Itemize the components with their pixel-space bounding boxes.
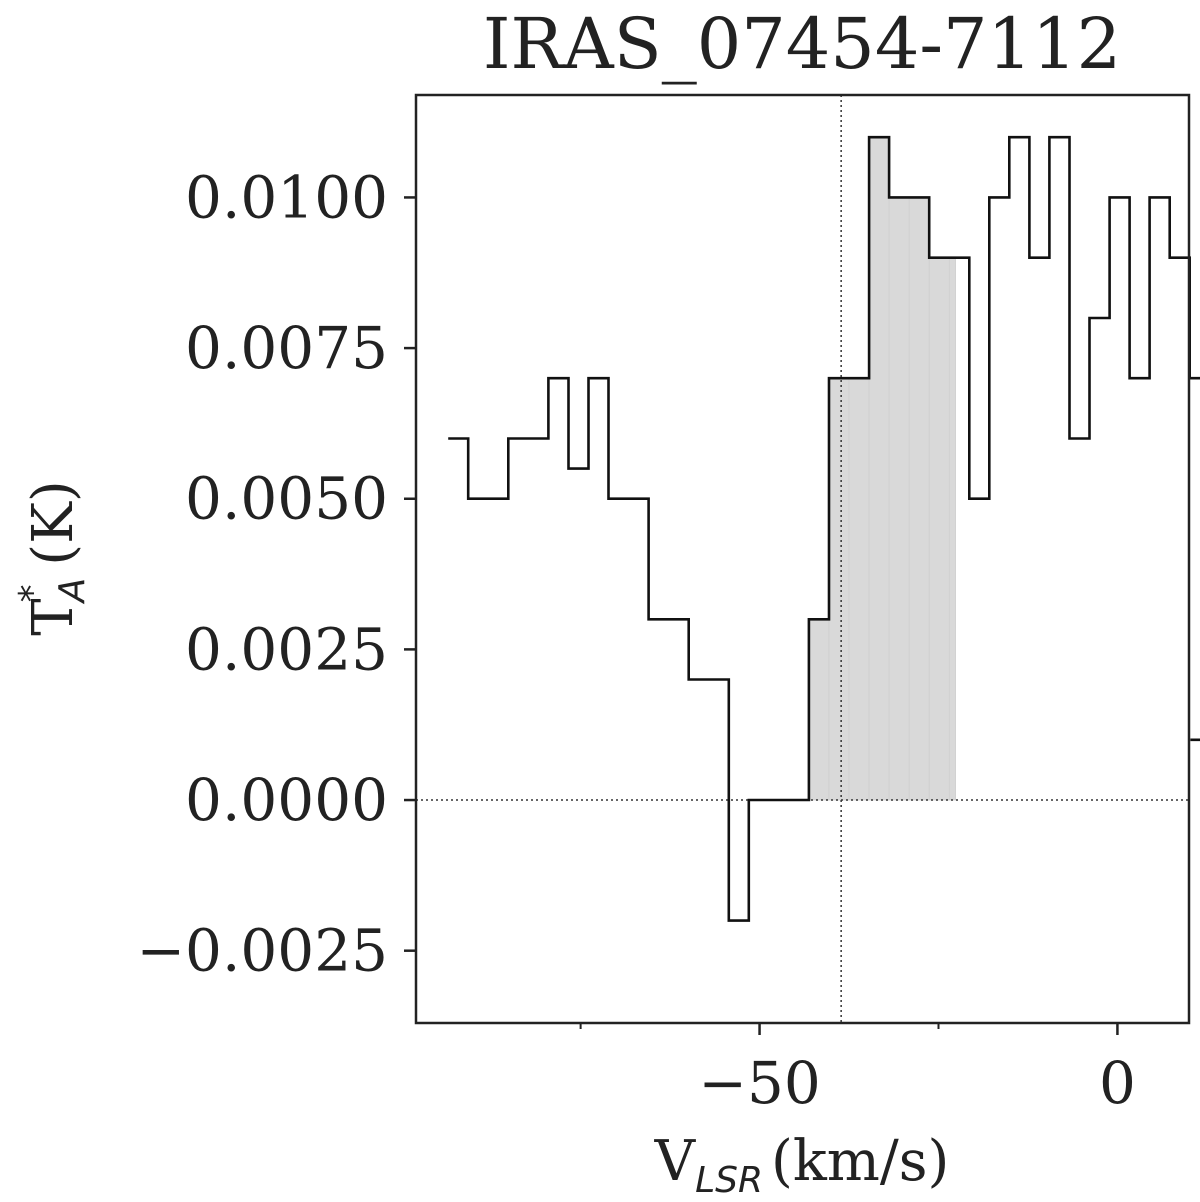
y-axis: 0.0100 0.0075 0.0050 0.0025 0.0000 −0.0025 — [136, 163, 416, 985]
shaded-strip — [888, 197, 910, 801]
shaded-strip — [948, 257, 956, 801]
x-tick-label: 0 — [1099, 1049, 1136, 1117]
y-tick-label: 0.0000 — [185, 766, 388, 834]
x-axis: −50 0 — [579, 1023, 1136, 1117]
chart-title: IRAS_07454-7112 — [483, 3, 1121, 85]
plot-area — [416, 95, 1200, 1023]
y-tick-label: 0.0100 — [185, 163, 388, 231]
y-tick-label: −0.0025 — [136, 917, 388, 985]
shaded-strip — [828, 377, 850, 801]
shaded-strip — [928, 257, 950, 801]
y-tick-label: 0.0075 — [185, 314, 388, 382]
y-axis-label: T*A(K) — [12, 480, 93, 636]
shaded-strip — [868, 136, 890, 801]
y-tick-label: 0.0050 — [185, 465, 388, 533]
svg-text:T*A(K): T*A(K) — [12, 480, 93, 636]
plot-frame — [414, 93, 1191, 1025]
shaded-strip — [808, 618, 830, 801]
x-tick-label: −50 — [698, 1049, 820, 1117]
shaded-strip — [848, 377, 870, 801]
y-tick-label: 0.0025 — [185, 615, 388, 683]
x-axis-label: VLSR (km/s) — [654, 1129, 950, 1201]
shaded-strip — [908, 197, 930, 801]
spectrum-step-line — [448, 135, 1200, 922]
